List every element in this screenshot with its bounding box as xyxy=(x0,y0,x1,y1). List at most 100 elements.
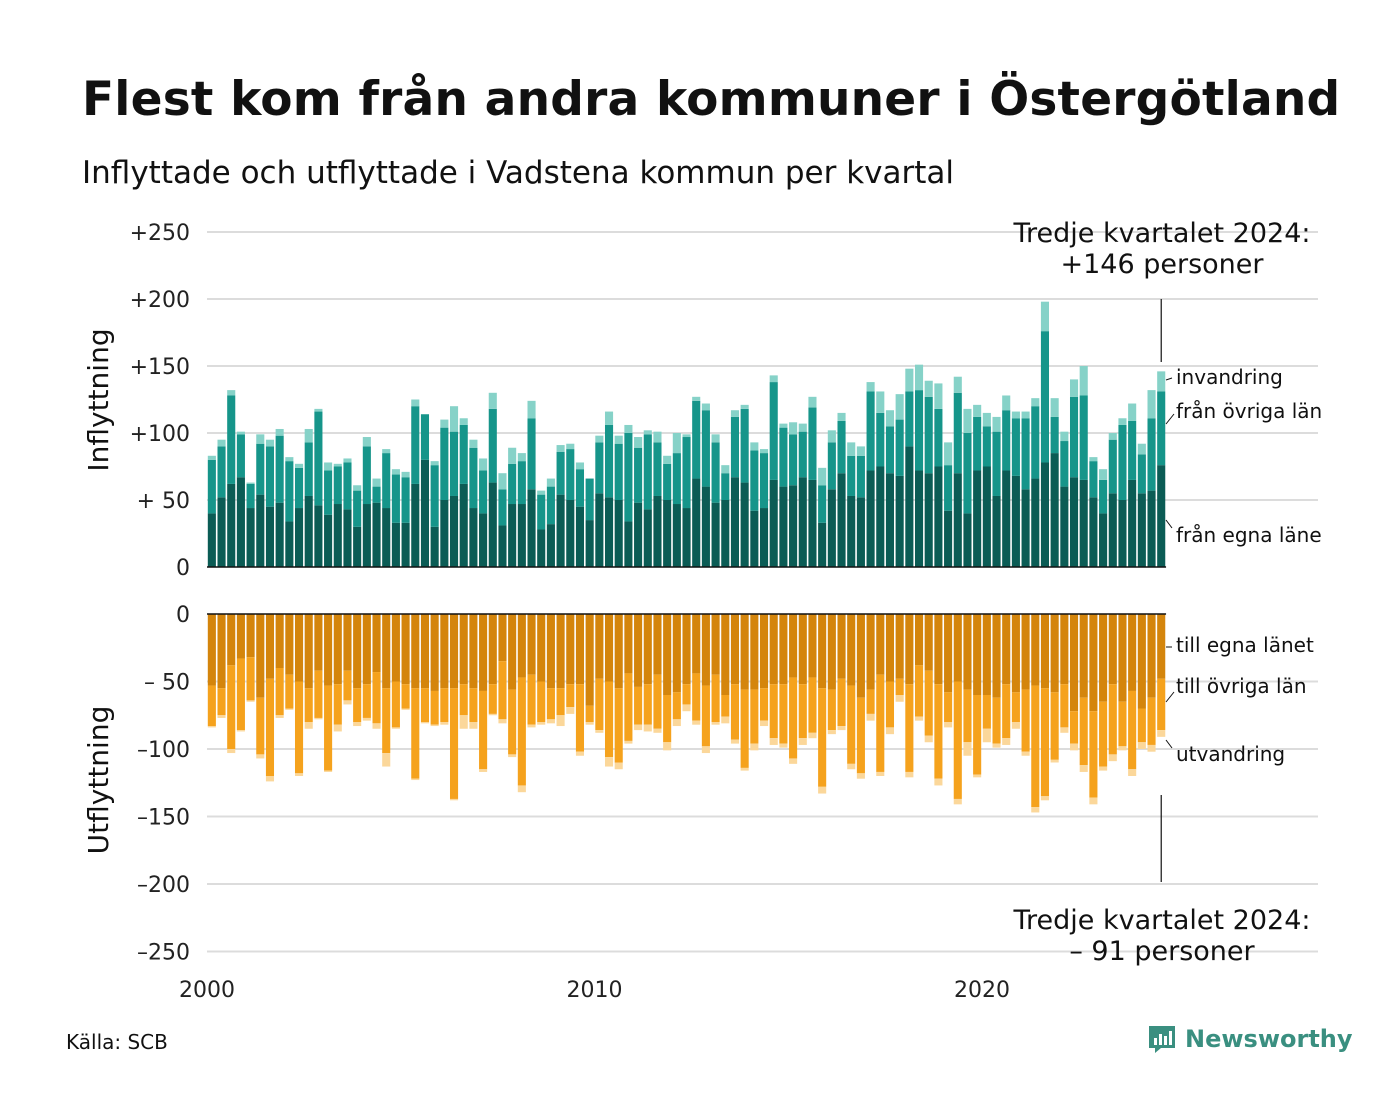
bar-segment-out-2 xyxy=(488,713,497,716)
bar-segment-out-2 xyxy=(449,798,459,801)
bar-segment-out-1 xyxy=(624,673,633,741)
bar-segment-out-2 xyxy=(653,728,662,733)
bar-segment-out-2 xyxy=(682,704,691,712)
leader-till-ovriga xyxy=(1165,691,1175,703)
bar-segment-out-1 xyxy=(420,688,430,722)
bar-segment-in-1 xyxy=(798,431,807,478)
bar-segment-out-0 xyxy=(1031,614,1040,686)
bar-segment-out-2 xyxy=(701,746,710,754)
bar-segment-out-0 xyxy=(343,614,352,671)
chart-subtitle: Inflyttade och utflyttade i Vadstena kom… xyxy=(82,155,954,191)
bar-segment-in-2 xyxy=(1069,379,1079,397)
bar-segment-in-2 xyxy=(246,482,255,484)
bar-segment-out-2 xyxy=(256,754,265,759)
bar-segment-in-0 xyxy=(508,504,517,567)
bar-segment-in-2 xyxy=(827,430,836,443)
bar-segment-in-0 xyxy=(1079,479,1088,567)
bar-segment-out-2 xyxy=(265,776,275,782)
bar-segment-out-2 xyxy=(1021,751,1030,756)
bar-segment-out-0 xyxy=(353,614,362,689)
bar-segment-out-2 xyxy=(1157,730,1166,737)
bar-segment-in-2 xyxy=(837,412,846,421)
bar-segment-in-0 xyxy=(1118,500,1127,567)
bar-segment-in-2 xyxy=(1011,411,1020,419)
bar-segment-in-0 xyxy=(1147,490,1156,567)
bar-segment-out-0 xyxy=(711,614,720,675)
bar-segment-in-1 xyxy=(604,424,614,498)
bar-segment-in-1 xyxy=(1021,418,1030,490)
bar-segment-out-1 xyxy=(411,688,420,779)
bar-segment-out-2 xyxy=(537,722,546,725)
bar-segment-in-0 xyxy=(1021,489,1030,567)
bar-segment-out-1 xyxy=(643,684,652,725)
bar-segment-out-1 xyxy=(333,684,342,725)
bar-segment-out-2 xyxy=(324,770,333,772)
bar-segment-in-2 xyxy=(759,449,769,454)
bar-segment-in-1 xyxy=(537,494,546,530)
bar-segment-out-1 xyxy=(1011,692,1020,722)
bar-segment-out-0 xyxy=(488,614,497,685)
bar-segment-in-1 xyxy=(1147,418,1156,491)
bar-segment-out-2 xyxy=(585,722,594,725)
bar-segment-out-2 xyxy=(556,715,565,727)
bar-segment-out-1 xyxy=(314,670,323,718)
bar-segment-out-2 xyxy=(1050,759,1059,763)
bar-segment-out-1 xyxy=(391,681,400,728)
y-tick-label-top: +200 xyxy=(130,288,190,313)
bar-segment-in-1 xyxy=(391,474,400,523)
bar-segment-in-0 xyxy=(527,489,536,567)
bar-segment-out-1 xyxy=(1118,701,1127,747)
bar-segment-out-2 xyxy=(575,751,585,756)
bar-segment-out-0 xyxy=(479,614,488,691)
bar-segment-out-2 xyxy=(895,695,904,702)
bar-segment-in-0 xyxy=(595,493,604,567)
bar-segment-in-2 xyxy=(963,408,972,433)
inflyttning-bars xyxy=(207,301,1166,567)
bar-segment-in-1 xyxy=(1137,454,1146,494)
bar-segment-out-1 xyxy=(537,681,546,722)
bar-segment-in-1 xyxy=(256,443,265,495)
bar-segment-out-0 xyxy=(653,614,662,675)
bar-segment-out-1 xyxy=(479,690,488,770)
x-tick-label: 2010 xyxy=(567,978,623,1003)
bar-segment-out-1 xyxy=(604,681,614,758)
bar-segment-in-0 xyxy=(411,483,420,567)
bar-segment-out-2 xyxy=(411,778,420,781)
bar-segment-out-0 xyxy=(382,614,391,689)
bar-segment-in-2 xyxy=(1118,418,1127,425)
bar-segment-out-2 xyxy=(818,786,827,794)
bar-segment-out-0 xyxy=(924,614,933,671)
bar-segment-in-0 xyxy=(914,470,924,567)
y-tick-label-bottom: –100 xyxy=(137,738,190,763)
bar-segment-in-1 xyxy=(556,451,565,495)
bar-segment-in-1 xyxy=(430,465,439,527)
bar-segment-out-0 xyxy=(1069,614,1079,712)
bar-segment-in-2 xyxy=(527,400,536,419)
bar-segment-out-0 xyxy=(285,614,294,675)
bar-segment-out-2 xyxy=(789,758,798,764)
bar-segment-in-0 xyxy=(1157,465,1166,567)
bar-segment-out-0 xyxy=(1157,614,1166,679)
legend-label-egna-lan: från egna läne xyxy=(1176,523,1322,547)
annotation-top-line2: +146 personer xyxy=(1060,249,1264,280)
y-tick-label-top: + 50 xyxy=(137,489,190,514)
bar-segment-out-1 xyxy=(1031,685,1040,808)
bar-segment-in-1 xyxy=(701,410,710,487)
bar-segment-in-2 xyxy=(1040,301,1050,332)
bar-segment-in-2 xyxy=(1021,411,1030,419)
bar-segment-in-2 xyxy=(721,465,730,474)
bar-segment-in-1 xyxy=(818,485,827,523)
bar-segment-out-2 xyxy=(498,719,507,724)
bar-segment-out-1 xyxy=(459,684,468,716)
bar-segment-out-0 xyxy=(236,614,245,659)
bar-segment-in-0 xyxy=(449,495,459,567)
bar-segment-out-1 xyxy=(236,658,245,731)
bar-segment-in-1 xyxy=(1128,420,1137,480)
bar-segment-out-0 xyxy=(508,614,517,690)
bar-segment-in-2 xyxy=(1128,403,1137,421)
bar-segment-in-1 xyxy=(566,449,575,500)
bar-segment-out-2 xyxy=(808,732,817,739)
bar-segment-out-0 xyxy=(1050,614,1059,693)
bar-segment-in-1 xyxy=(449,431,459,496)
bar-segment-out-1 xyxy=(992,697,1001,744)
